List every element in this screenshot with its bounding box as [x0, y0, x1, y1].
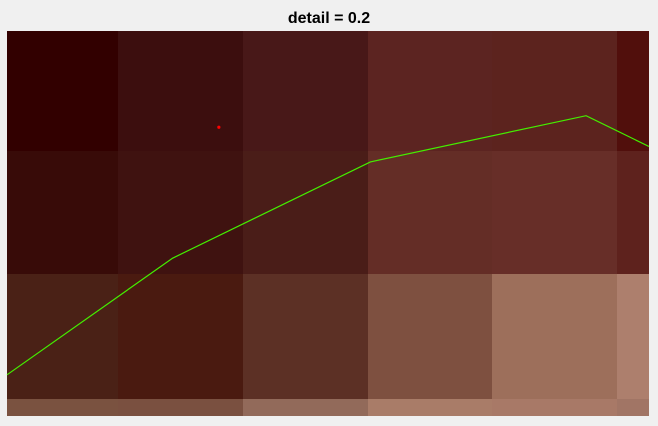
heatmap-cell	[492, 151, 617, 274]
heatmap-cell	[368, 274, 492, 399]
heatmap-cell	[492, 31, 617, 151]
heatmap-cell	[617, 399, 649, 416]
heatmap-cell	[243, 399, 368, 416]
heatmap-cell	[118, 274, 243, 399]
heatmap-cell	[617, 31, 649, 151]
heatmap-cell	[492, 399, 617, 416]
marker-point	[217, 125, 221, 129]
heatmap-cell	[617, 151, 649, 274]
heatmap-cell	[7, 399, 118, 416]
heatmap-cell	[7, 274, 118, 399]
plot-area	[6, 31, 650, 416]
heatmap-cell	[118, 151, 243, 274]
heatmap-cell	[243, 31, 368, 151]
heatmap-cell	[118, 399, 243, 416]
heatmap-cell	[118, 31, 243, 151]
heatmap-cell	[243, 151, 368, 274]
heatmap-cell	[7, 31, 118, 151]
heatmap-cell	[368, 31, 492, 151]
heatmap-cell	[617, 274, 649, 399]
series-line	[6, 115, 650, 376]
heatmap-cell	[368, 151, 492, 274]
heatmap-cell	[368, 399, 492, 416]
heatmap-cell	[243, 274, 368, 399]
heatmap-cell	[7, 151, 118, 274]
heatmap-cell	[492, 274, 617, 399]
chart-title: detail = 0.2	[288, 10, 370, 27]
